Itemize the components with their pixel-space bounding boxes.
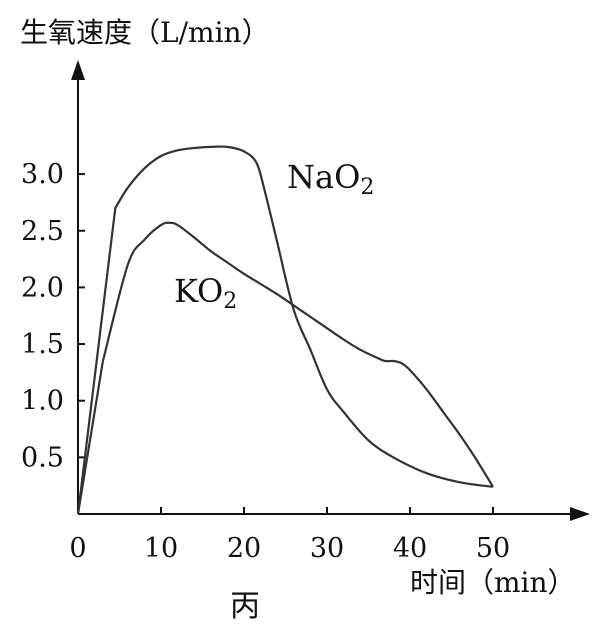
x-ticks: 0 10 20 30 40 50 (69, 507, 510, 564)
y-tick-label: 3.0 (21, 159, 64, 190)
y-tick-label: 0.5 (21, 442, 64, 473)
series-label-nao2: NaO2 (287, 158, 374, 200)
series-label-nao2-main: NaO (287, 158, 360, 196)
x-tick-label: 50 (476, 533, 510, 564)
x-tick-label: 40 (393, 533, 427, 564)
x-tick-label: 10 (144, 533, 178, 564)
x-tick-label: 20 (227, 533, 261, 564)
series-line-ko2 (76, 221, 494, 515)
y-ticks: 0.5 1.0 1.5 2.0 2.5 3.0 (21, 159, 85, 473)
y-axis-label: 生氧速度（L/min） (20, 16, 270, 49)
series-label-ko2: KO2 (174, 272, 237, 314)
y-tick-label: 1.5 (21, 329, 64, 360)
y-tick-label: 2.0 (21, 272, 64, 303)
x-tick-label: 0 (69, 533, 86, 564)
series-label-ko2-main: KO (174, 272, 223, 310)
x-tick-label: 30 (310, 533, 344, 564)
x-axis-arrow (570, 507, 590, 521)
series-line-nao2 (76, 145, 494, 515)
y-tick-label: 2.5 (21, 216, 64, 247)
y-tick-label: 1.0 (21, 386, 64, 417)
y-axis-arrow (71, 60, 85, 80)
figure-caption: 丙 (230, 589, 260, 624)
x-axis-label: 时间（min） (410, 566, 576, 599)
series-label-ko2-sub: 2 (223, 289, 237, 314)
series-label-nao2-sub: 2 (360, 175, 374, 200)
